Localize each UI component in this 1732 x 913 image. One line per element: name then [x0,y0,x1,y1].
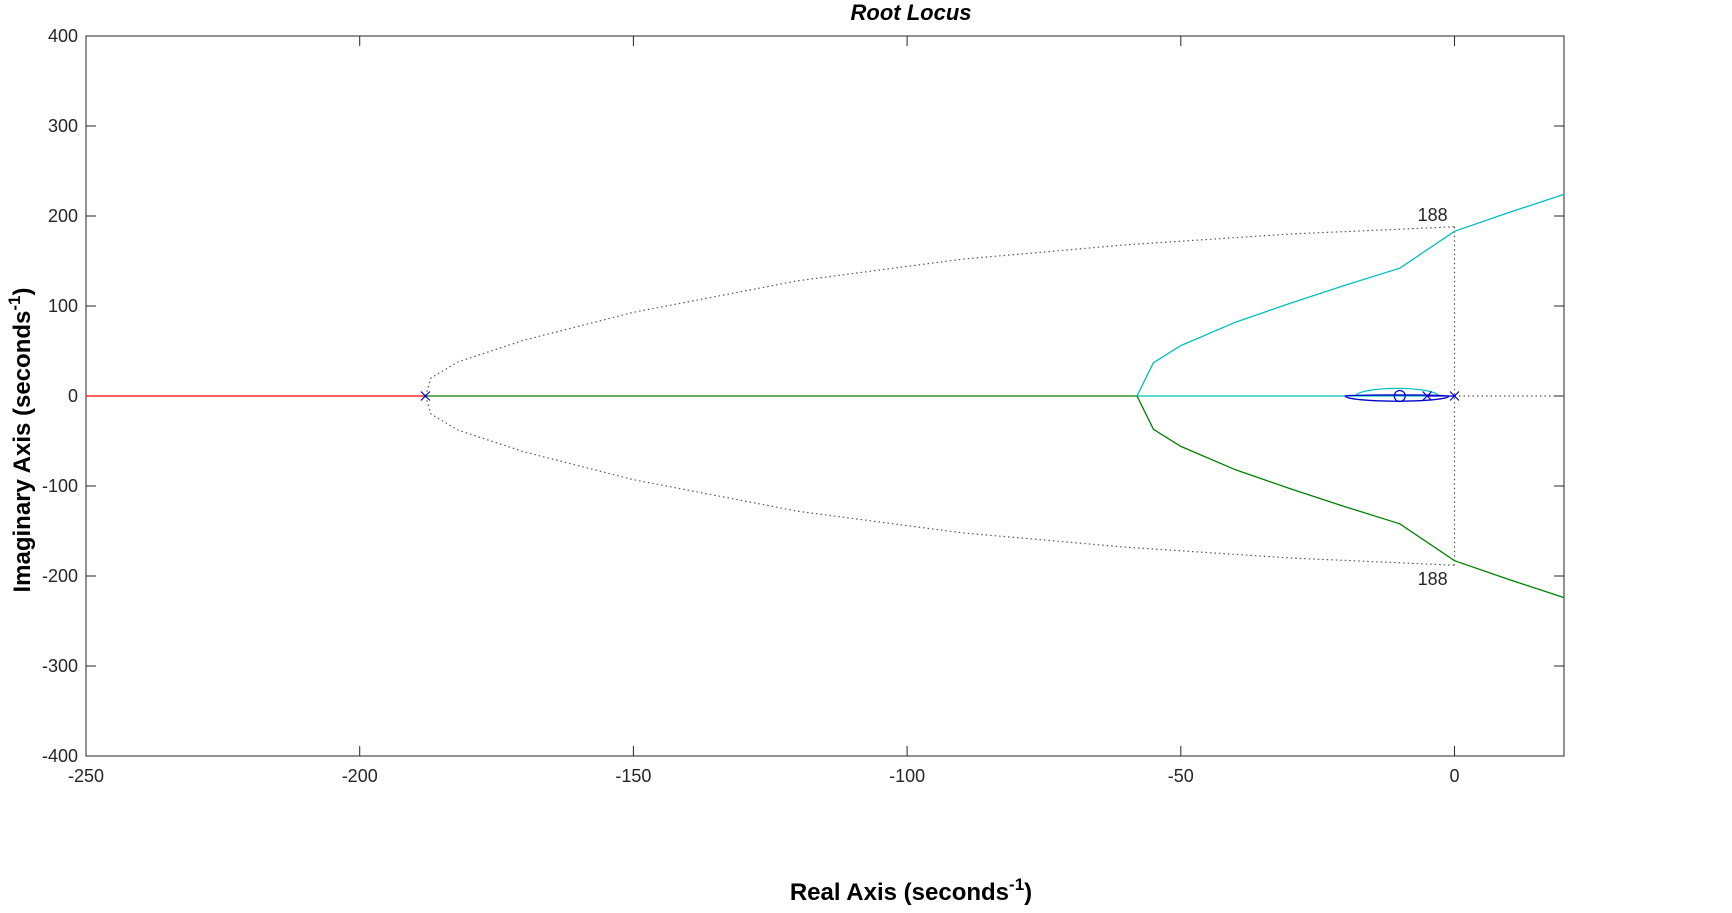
x-tick-label: -250 [68,766,104,786]
zero-marker [1393,389,1406,403]
x-axis-label: Real Axis (seconds-1) [790,875,1032,906]
pole-marker [420,391,431,401]
locus-loop [1355,387,1439,397]
x-axis-unit-exponent: -1 [1009,875,1024,894]
x-axis-label-suffix: ) [1024,879,1032,906]
x-tick-label: 0 [1450,766,1460,786]
gain-annotation: 188 [1418,205,1448,225]
y-axis-label: Imaginary Axis (seconds-1) [5,287,36,592]
x-tick-label: -50 [1168,766,1194,786]
locus-branches [86,193,1565,599]
pole-marker [1449,391,1460,401]
x-tick-label: -200 [342,766,378,786]
y-tick-label: 0 [68,386,78,406]
pole-marker [1422,391,1433,401]
pole-zero-markers [420,389,1460,403]
x-tick-label: -100 [889,766,925,786]
y-axis-label-suffix: ) [9,287,36,295]
x-ticks: -250 -200 -150 -100 -50 0 [68,36,1460,786]
y-tick-label: -100 [42,476,78,496]
dotted-curve-upper [424,226,1455,397]
gain-annotation: 188 [1418,569,1448,589]
gain-annotations: 188 188 [1418,205,1448,589]
locus-branch [425,395,1565,599]
locus-branch [1136,193,1565,397]
y-ticks: -400 -300 -200 -100 0 100 200 300 400 [42,26,1564,766]
y-tick-label: -400 [42,746,78,766]
x-tick-label: -150 [615,766,651,786]
y-tick-label: -300 [42,656,78,676]
chart-title: Root Locus [851,0,972,25]
y-axis-unit-exponent: -1 [5,295,24,310]
y-tick-label: 400 [48,26,78,46]
y-tick-label: -200 [42,566,78,586]
y-tick-label: 100 [48,296,78,316]
pole-stroke [1449,391,1460,401]
y-tick-label: 200 [48,206,78,226]
pole-stroke [420,391,431,401]
pole-stroke [1422,391,1433,401]
dotted-guides [424,226,1564,566]
dotted-curve-lower [424,395,1455,566]
y-tick-label: 300 [48,116,78,136]
locus-loop [1344,394,1450,397]
